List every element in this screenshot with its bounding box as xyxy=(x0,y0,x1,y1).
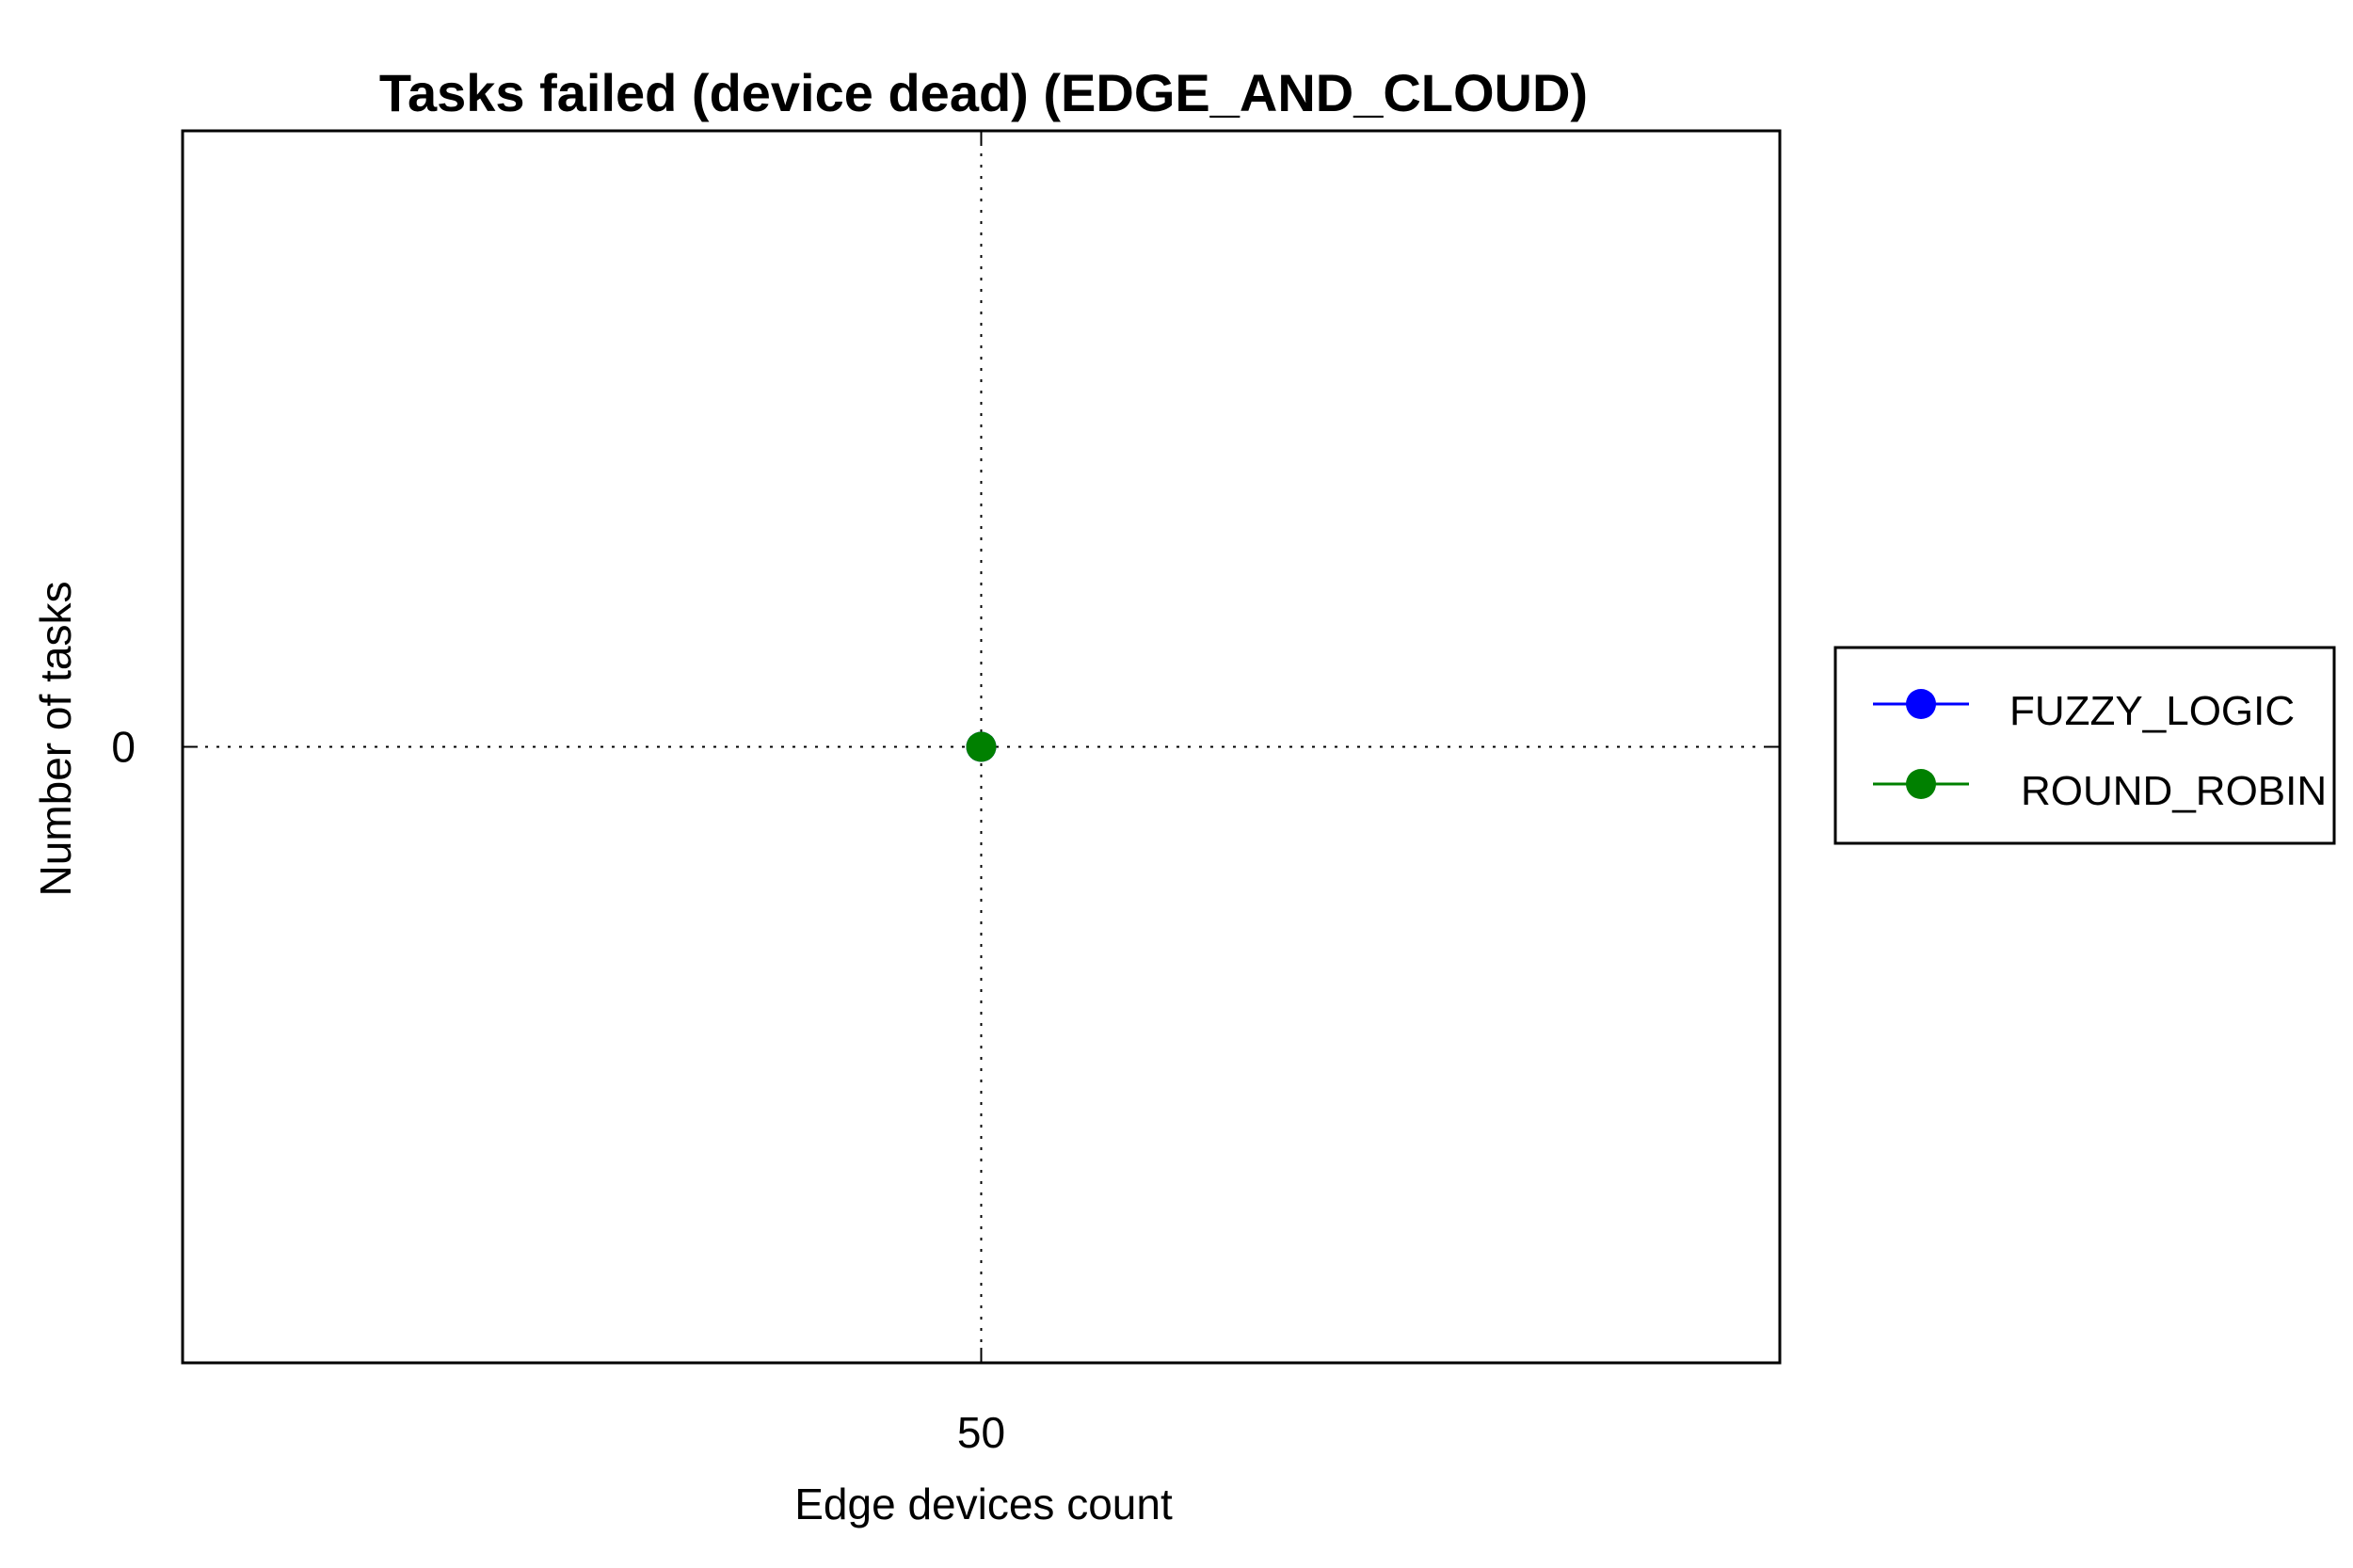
series-layer xyxy=(966,731,997,762)
data-point xyxy=(966,731,997,762)
axis-ticks: 50 0 xyxy=(111,131,1780,1457)
y-tick-label: 0 xyxy=(111,723,136,772)
series-round-robin xyxy=(966,731,997,762)
x-axis-label: Edge devices count xyxy=(794,1480,1173,1528)
legend: FUZZY_LOGIC ROUND_ROBIN xyxy=(1833,646,2336,845)
chart-title: Tasks failed (device dead) (EDGE_AND_CLO… xyxy=(379,63,1588,122)
y-axis-label: Number of tasks xyxy=(31,582,80,897)
legend-box xyxy=(1833,646,2336,845)
grid xyxy=(183,131,1780,1363)
legend-marker xyxy=(1906,769,1936,799)
legend-marker xyxy=(1906,689,1936,719)
x-tick-label: 50 xyxy=(957,1408,1005,1457)
legend-label: ROUND_ROBIN xyxy=(2021,768,2327,814)
legend-item-round-robin: ROUND_ROBIN xyxy=(1873,768,2327,814)
legend-label: FUZZY_LOGIC xyxy=(2009,688,2295,734)
legend-item-fuzzy-logic: FUZZY_LOGIC xyxy=(1873,688,2295,734)
